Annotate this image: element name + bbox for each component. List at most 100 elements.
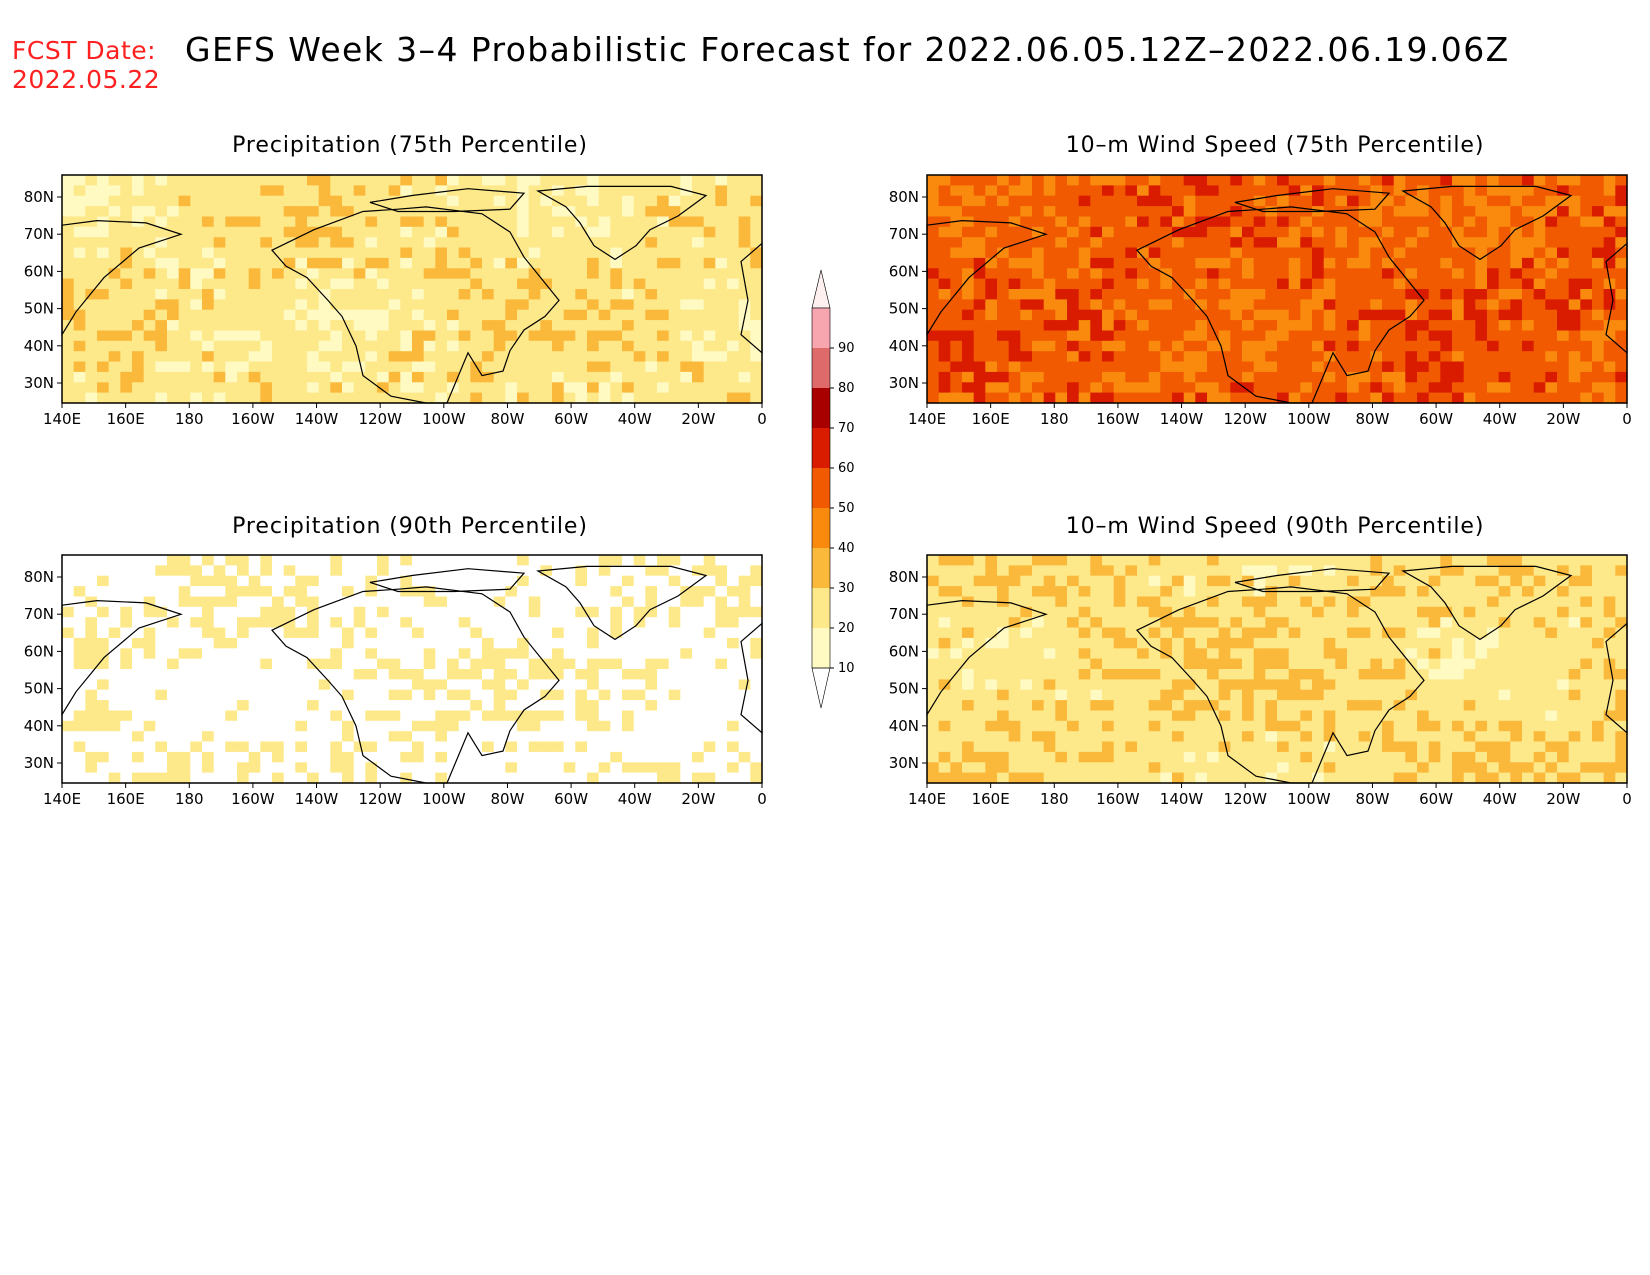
field-cell [1545,247,1558,259]
field-cell [540,731,553,743]
y-tick-label: 60N [889,262,919,280]
field-cell [622,565,635,577]
field-cell [1067,320,1080,332]
field-cell [1067,237,1080,249]
field-cell [1090,309,1103,321]
field-cell [260,206,273,218]
field-cell [167,586,180,598]
field-cell [97,762,110,774]
field-cell [435,185,448,197]
field-cell [528,637,541,649]
field-cell [715,772,728,784]
field-cell [1288,330,1301,342]
field-cell [1405,351,1418,363]
field-cell [353,658,366,670]
field-cell [622,175,635,186]
field-cell [517,371,530,383]
field-cell [202,637,215,649]
field-cell [727,361,740,373]
field-cell [680,710,693,722]
field-cell [1417,289,1430,300]
field-cell [1288,289,1301,300]
field-cell [307,309,320,321]
field-cell [260,555,273,566]
field-cell [1382,669,1395,680]
field-cell [365,278,378,290]
field-cell [1405,382,1418,394]
field-cell [412,679,425,691]
field-cell [470,586,483,598]
field-cell [1533,658,1546,670]
field-cell [1592,555,1605,566]
field-cell [353,586,366,598]
field-cell [505,689,518,701]
field-cell [178,720,191,732]
field-cell [1195,617,1208,629]
field-cell [657,606,670,618]
field-cell [1382,689,1395,701]
field-cell [248,247,261,259]
field-cell [1172,320,1185,332]
panel-title-wind-90: 10–m Wind Speed (90th Percentile) [1065,514,1485,539]
field-cell [283,627,296,639]
field-cell [738,330,751,342]
field-cell [412,351,425,363]
field-cell [927,330,940,342]
field-cell [365,371,378,383]
field-cell [1580,627,1593,639]
field-cell [318,772,331,784]
field-cell [505,627,518,639]
field-cell [587,330,600,342]
field-cell [482,710,495,722]
field-cell [1335,257,1348,269]
field-cell [447,226,460,238]
field-cell [62,309,75,321]
field-cell [62,720,75,732]
field-cell [283,206,296,218]
field-cell [657,268,670,280]
field-cell [1020,278,1033,290]
field-cell [1603,382,1616,394]
field-cell [587,762,600,774]
field-cell [155,700,168,712]
field-cell [1452,195,1465,207]
field-cell [738,741,751,753]
field-cell [692,637,705,649]
field-cell [1440,289,1453,300]
field-cell [738,617,751,629]
field-cell [1055,351,1068,363]
field-cell [927,658,940,670]
field-cell [272,575,285,587]
field-cell [85,226,98,238]
field-cell [353,237,366,249]
field-cell [610,720,623,732]
field-cell [283,762,296,774]
field-cell [950,617,963,629]
field-cell [132,575,145,587]
field-cell [1277,637,1290,649]
field-cell [1603,289,1616,300]
field-cell [517,340,530,352]
field-cell [1137,371,1150,383]
field-cell [1265,679,1278,691]
field-cell [563,751,576,763]
field-cell [610,361,623,373]
field-cell [1568,320,1581,332]
field-cell [1323,617,1336,629]
field-cell [1265,648,1278,660]
field-cell [657,320,670,332]
field-cell [1428,247,1441,259]
field-cell [1125,289,1138,300]
field-cell [1312,392,1325,404]
field-cell [260,648,273,660]
field-cell [1428,309,1441,321]
field-cell [1288,689,1301,701]
field-cell [1265,689,1278,701]
field-cell [447,555,460,566]
field-cell [1090,206,1103,218]
field-cell [1032,555,1045,566]
field-cell [202,268,215,280]
field-cell [552,206,565,218]
field-cell [1277,382,1290,394]
field-cell [482,340,495,352]
